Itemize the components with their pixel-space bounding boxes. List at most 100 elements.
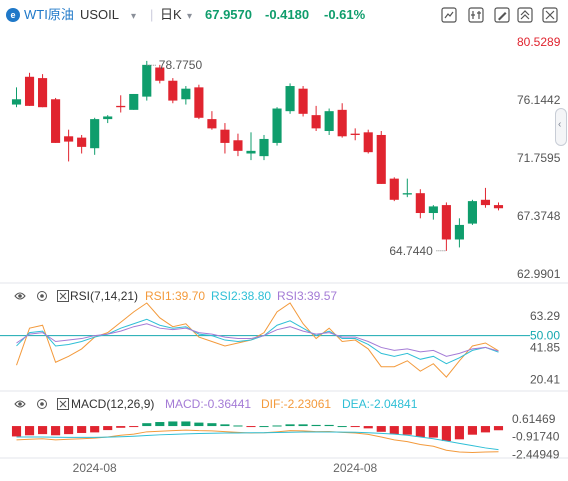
candle-body <box>11 99 22 105</box>
macd-histogram-bar <box>272 425 282 427</box>
rsi-series-line <box>16 302 499 378</box>
macd-value: MACD:-0.36441 <box>165 397 252 411</box>
price-change: -0.4180 <box>265 7 310 22</box>
macd-histogram-bar <box>116 426 126 428</box>
drawing-icon[interactable] <box>494 7 510 23</box>
macd-histogram-bar <box>233 425 243 427</box>
price-change-pct: -0.61% <box>324 7 366 22</box>
rsi1-value: RSI1:39.70 <box>145 289 206 303</box>
macd-histogram-bar <box>428 426 438 438</box>
macd-histogram-bar <box>64 426 74 435</box>
candle-body <box>324 111 334 132</box>
rsi-axis-label: 20.41 <box>530 372 560 386</box>
candle-body <box>116 105 126 108</box>
macd-axis-label: 0.61469 <box>512 412 556 426</box>
candle-body <box>168 80 178 101</box>
macd-series-line <box>16 429 499 454</box>
candle-body <box>298 88 308 114</box>
macd-histogram-bar <box>90 426 100 433</box>
candle-body <box>428 206 438 214</box>
chevron-left-icon: ‹ <box>558 119 562 130</box>
candle-body <box>272 108 282 143</box>
time-axis-label: 2024-08 <box>73 461 117 475</box>
candle-body <box>24 76 35 106</box>
last-price: 67.9570 <box>205 7 252 22</box>
macd-histogram-bar <box>376 426 386 432</box>
macd-histogram-bar <box>194 422 204 427</box>
candle-body <box>233 140 243 151</box>
candle-body <box>350 133 360 135</box>
macd-histogram-bar <box>77 426 87 433</box>
candle-body <box>246 150 256 154</box>
low-price-label: 64.7440 <box>389 244 433 258</box>
candle-body <box>103 116 113 120</box>
candle-body <box>454 224 464 240</box>
macd-histogram-bar <box>259 426 269 428</box>
indicator-icon[interactable] <box>441 7 457 23</box>
rsi-series-line <box>16 323 499 357</box>
candle-body <box>337 109 347 137</box>
macd-histogram-bar <box>246 426 256 428</box>
price-axis-label: 76.1442 <box>517 93 561 107</box>
hide-indicator-icon[interactable] <box>14 289 26 301</box>
macd-histogram-bar <box>24 426 35 436</box>
rsi2-value: RSI2:38.80 <box>211 289 272 303</box>
macd-histogram-bar <box>467 426 477 435</box>
candle-body <box>415 193 425 214</box>
candle-body <box>467 201 477 224</box>
macd-histogram-bar <box>11 426 22 437</box>
macd-title: MACD(12,26,9) <box>71 397 155 411</box>
high-price-label: 78.7750 <box>159 58 203 72</box>
candle-body <box>77 137 87 147</box>
chart-header: e WTI原油 USOIL ▾ | 日K ▾ 67.9570 -0.4180 -… <box>0 0 568 30</box>
rsi-axis-label: 41.85 <box>530 341 560 355</box>
price-axis-collapse-handle[interactable]: ‹ <box>555 108 567 146</box>
candle-body <box>376 134 386 184</box>
candle-body <box>480 199 491 206</box>
candle-body <box>259 138 269 157</box>
candle-body <box>181 88 191 100</box>
macd-histogram-bar <box>389 426 399 435</box>
macd-histogram-bar <box>103 426 113 431</box>
close-indicator-icon[interactable] <box>57 397 69 410</box>
period-dropdown-icon[interactable]: ▾ <box>187 11 193 22</box>
candle-body <box>285 86 295 112</box>
macd-histogram-bar <box>207 423 217 427</box>
period-selector[interactable]: 日K <box>160 7 182 22</box>
macd-histogram-bar <box>38 426 48 435</box>
header-divider: | <box>150 7 154 22</box>
fullscreen-icon[interactable] <box>517 7 533 23</box>
settings-icon[interactable] <box>542 7 558 23</box>
macd-histogram-bar <box>285 424 295 427</box>
close-indicator-icon[interactable] <box>57 289 69 302</box>
macd-histogram-bar <box>220 424 230 427</box>
candle-body <box>38 78 48 108</box>
candle-body <box>51 99 61 143</box>
macd-histogram-bar <box>480 426 491 433</box>
macd-histogram-bar <box>181 421 191 427</box>
macd-histogram-bar <box>155 422 165 427</box>
instrument-symbol[interactable]: USOIL <box>80 7 120 22</box>
candle-body <box>441 205 451 240</box>
compare-icon[interactable] <box>468 7 484 23</box>
rsi-axis-label: 63.29 <box>530 309 560 323</box>
macd-histogram-bar <box>51 426 61 436</box>
indicator-settings-icon[interactable] <box>36 289 48 301</box>
candle-body <box>64 136 74 142</box>
macd-axis-label: -0.91740 <box>512 430 560 444</box>
candle-body <box>389 178 399 200</box>
macd-histogram-bar <box>298 424 308 427</box>
instrument-name[interactable]: WTI原油 <box>24 7 74 22</box>
symbol-dropdown-icon[interactable]: ▾ <box>131 11 137 22</box>
rsi3-value: RSI3:39.57 <box>277 289 338 303</box>
rsi-series-line <box>16 318 499 365</box>
macd-histogram-bar <box>363 426 373 429</box>
macd-histogram-bar <box>324 424 334 427</box>
candle-body <box>155 67 165 81</box>
hide-indicator-icon[interactable] <box>14 397 26 409</box>
indicator-settings-icon[interactable] <box>36 397 48 409</box>
macd-histogram-bar <box>350 426 360 428</box>
price-axis-label: 80.5289 <box>517 35 561 49</box>
